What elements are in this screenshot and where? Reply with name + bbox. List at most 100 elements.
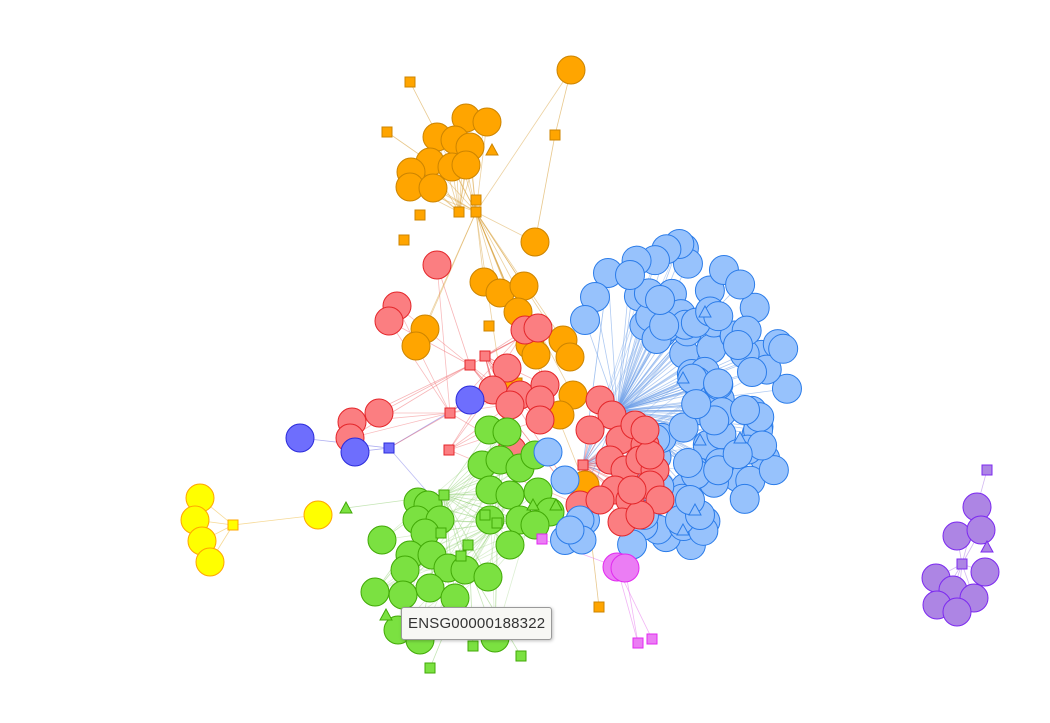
node-circle-light-blue[interactable] xyxy=(725,269,756,300)
node-circle-light-blue[interactable] xyxy=(675,485,705,515)
node-square-green[interactable] xyxy=(424,662,436,674)
node-square-orange[interactable] xyxy=(593,601,605,613)
node-square-green[interactable] xyxy=(515,650,527,662)
node-square-green[interactable] xyxy=(479,509,491,521)
node-square-pink[interactable] xyxy=(646,633,658,645)
node-circle-light-blue[interactable] xyxy=(723,330,753,360)
node-circle-green[interactable] xyxy=(520,510,550,540)
node-triangle-light-blue[interactable] xyxy=(693,432,707,446)
node-circle-orange[interactable] xyxy=(472,107,502,137)
node-circle-light-blue[interactable] xyxy=(771,373,802,404)
node-circle-light-blue[interactable] xyxy=(703,455,734,486)
node-circle-light-blue[interactable] xyxy=(668,412,699,443)
node-circle-purple[interactable] xyxy=(942,597,972,627)
node-square-green[interactable] xyxy=(491,517,503,529)
node-circle-purple[interactable] xyxy=(966,515,996,545)
node-circle-light-blue[interactable] xyxy=(570,305,600,335)
node-circle-green[interactable] xyxy=(492,417,522,447)
node-circle-orange[interactable] xyxy=(521,340,551,370)
node-circle-light-blue[interactable] xyxy=(555,515,585,545)
node-circle-light-blue[interactable] xyxy=(550,465,580,495)
node-circle-light-blue[interactable] xyxy=(681,389,712,420)
node-circle-light-blue[interactable] xyxy=(758,455,789,486)
node-circle-light-blue[interactable] xyxy=(729,483,760,514)
node-circle-pink[interactable] xyxy=(610,553,640,583)
node-circle-light-blue[interactable] xyxy=(722,439,753,470)
node-square-red[interactable] xyxy=(464,359,476,371)
node-square-red[interactable] xyxy=(577,459,589,471)
node-circle-dark-blue[interactable] xyxy=(455,385,485,415)
node-square-green[interactable] xyxy=(435,527,447,539)
node-circle-orange[interactable] xyxy=(451,150,481,180)
node-circle-green[interactable] xyxy=(495,530,525,560)
node-square-red[interactable] xyxy=(479,350,491,362)
node-triangle-light-blue[interactable] xyxy=(676,370,690,384)
node-square-orange[interactable] xyxy=(470,194,482,206)
node-square-orange[interactable] xyxy=(549,129,561,141)
node-square-orange[interactable] xyxy=(483,320,495,332)
node-circle-red[interactable] xyxy=(575,415,605,445)
node-circle-light-blue[interactable] xyxy=(533,437,563,467)
node-circle-red[interactable] xyxy=(585,485,615,515)
node-circle-orange[interactable] xyxy=(520,227,550,257)
node-circle-red[interactable] xyxy=(523,313,553,343)
node-circle-green[interactable] xyxy=(415,573,445,603)
node-triangle-green[interactable] xyxy=(526,497,540,511)
node-circle-light-blue[interactable] xyxy=(730,395,760,425)
node-circle-light-blue[interactable] xyxy=(649,310,680,341)
node-square-orange[interactable] xyxy=(414,209,426,221)
node-square-green[interactable] xyxy=(455,550,467,562)
node-circle-orange[interactable] xyxy=(418,173,448,203)
node-circle-purple[interactable] xyxy=(970,557,1000,587)
node-circle-red[interactable] xyxy=(630,415,660,445)
node-circle-red[interactable] xyxy=(625,500,655,530)
node-circle-green[interactable] xyxy=(388,580,418,610)
node-triangle-light-blue[interactable] xyxy=(688,502,702,516)
node-square-purple[interactable] xyxy=(981,464,993,476)
node-circle-red[interactable] xyxy=(645,485,675,515)
node-square-orange[interactable] xyxy=(404,76,416,88)
node-square-green[interactable] xyxy=(438,489,450,501)
node-circle-dark-blue[interactable] xyxy=(285,423,315,453)
node-square-red[interactable] xyxy=(443,444,455,456)
node-circle-yellow[interactable] xyxy=(303,500,333,530)
node-square-purple[interactable] xyxy=(956,558,968,570)
node-circle-light-blue[interactable] xyxy=(615,260,645,290)
node-triangle-green[interactable] xyxy=(379,607,393,621)
node-square-yellow[interactable] xyxy=(227,519,239,531)
node-triangle-light-blue[interactable] xyxy=(676,522,690,536)
node-square-orange[interactable] xyxy=(453,206,465,218)
node-square-dark-blue[interactable] xyxy=(383,442,395,454)
node-circle-yellow[interactable] xyxy=(195,547,225,577)
node-triangle-green[interactable] xyxy=(549,497,563,511)
node-circle-light-blue[interactable] xyxy=(768,333,799,364)
node-square-green[interactable] xyxy=(462,539,474,551)
node-circle-green[interactable] xyxy=(390,555,420,585)
node-circle-green[interactable] xyxy=(473,562,503,592)
node-circle-orange[interactable] xyxy=(401,331,431,361)
node-circle-light-blue[interactable] xyxy=(645,285,675,315)
node-circle-red[interactable] xyxy=(617,475,647,505)
node-triangle-purple[interactable] xyxy=(980,539,994,553)
node-square-orange[interactable] xyxy=(381,126,393,138)
node-circle-green[interactable] xyxy=(367,525,397,555)
node-circle-orange[interactable] xyxy=(555,342,585,372)
node-triangle-orange[interactable] xyxy=(485,142,499,156)
node-circle-red[interactable] xyxy=(364,398,394,428)
node-circle-red[interactable] xyxy=(525,405,555,435)
node-square-pink[interactable] xyxy=(632,637,644,649)
node-square-orange[interactable] xyxy=(398,234,410,246)
node-square-green[interactable] xyxy=(467,640,479,652)
node-circle-green[interactable] xyxy=(495,480,525,510)
node-circle-red[interactable] xyxy=(374,306,404,336)
node-square-orange[interactable] xyxy=(470,206,482,218)
node-circle-light-blue[interactable] xyxy=(737,357,767,387)
node-circle-dark-blue[interactable] xyxy=(340,437,370,467)
node-triangle-light-blue[interactable] xyxy=(698,304,712,318)
node-square-pink[interactable] xyxy=(536,533,548,545)
node-circle-orange[interactable] xyxy=(509,271,539,301)
node-circle-red[interactable] xyxy=(422,250,452,280)
node-circle-purple[interactable] xyxy=(942,521,972,551)
node-circle-orange[interactable] xyxy=(556,55,586,85)
